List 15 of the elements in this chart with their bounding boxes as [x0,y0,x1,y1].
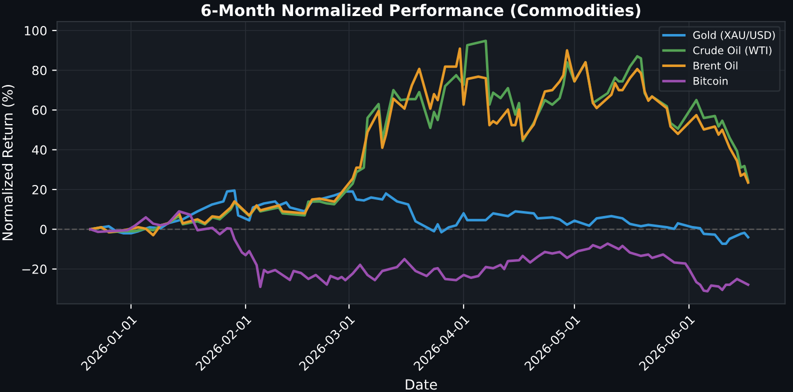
chart-title: 6-Month Normalized Performance (Commodities) [202,4,640,18]
y-tick-label: −20 [22,264,47,274]
y-tick-label: 20 [32,184,47,194]
legend-label: Crude Oil (WTI) [693,46,772,56]
y-tick-label: 80 [32,66,47,76]
legend-label: Gold (XAU/USD) [693,30,775,40]
line-series [89,210,750,293]
legend-label: Brent Oil [694,62,738,70]
y-tick-label: 0 [40,224,47,234]
y-tick-label: 40 [32,145,47,155]
y-tick-label: 100 [24,26,47,36]
legend-label: Bitcoin [694,76,728,85]
y-tick-label: 60 [32,105,47,115]
y-axis-title: Normalized Return (%) [2,85,14,240]
x-axis-title: Date [406,379,437,390]
